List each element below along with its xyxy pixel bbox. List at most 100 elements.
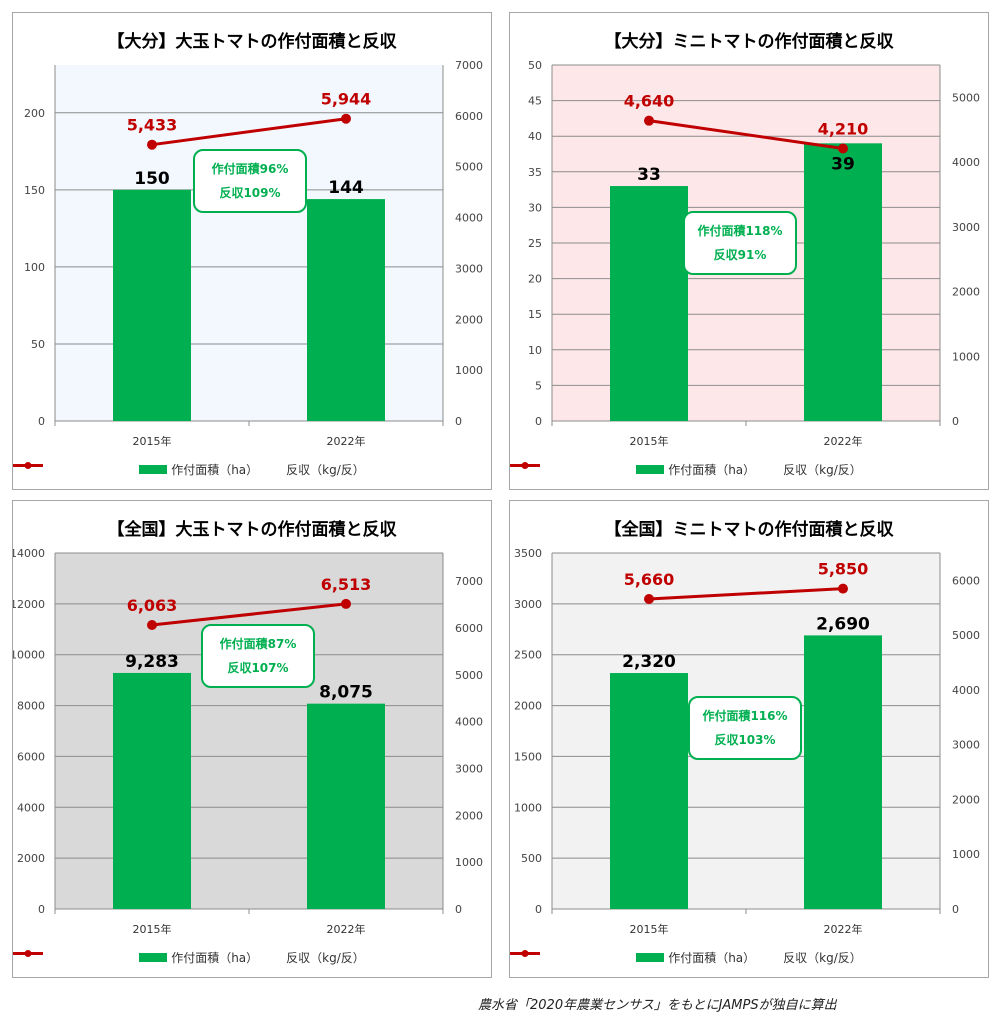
- x-tick-label: 2022年: [824, 434, 863, 448]
- y-left-tick-label: 1000: [514, 801, 542, 814]
- chart-panel-oita-mini-tomato: 【大分】ミニトマトの作付面積と反収 0 5 10 15 20 25 30 35 40 45 50 0 1…: [509, 12, 989, 490]
- yield-line: [151, 602, 347, 627]
- yield-data-label: 5,433: [127, 116, 178, 135]
- y-left-tick-label: 0: [38, 415, 45, 428]
- y-right-tick-label: 3000: [455, 762, 483, 775]
- legend-bar-label: 作付面積（ha）: [171, 463, 259, 477]
- legend-line-swatch: [510, 462, 540, 469]
- callout-area-ratio: 作付面積116%: [702, 709, 788, 723]
- y-right-tick-label: 5000: [455, 161, 483, 174]
- yield-data-label: 5,850: [818, 560, 869, 579]
- legend-bar-swatch: [139, 953, 168, 962]
- legend-bar-label: 作付面積（ha）: [668, 463, 756, 477]
- yield-data-label: 6,513: [321, 575, 372, 594]
- y-left-tick-label: 30: [528, 201, 542, 214]
- legend: 作付面積（ha） 反収（kg/反）: [13, 949, 491, 966]
- legend-bar-swatch: [139, 465, 168, 474]
- x-tick-label: 2015年: [133, 434, 172, 448]
- legend-item-yield: 反収（kg/反）: [510, 949, 862, 966]
- legend-item-area: 作付面積（ha）: [636, 461, 755, 478]
- source-note: 農水省「2020年農業センサス」をもとにJAMPSが独自に算出: [478, 998, 837, 1013]
- legend-bar-label: 作付面積（ha）: [171, 951, 259, 965]
- y-right-tick-label: 4000: [455, 716, 483, 729]
- y-left-tick-label: 20: [528, 273, 542, 286]
- callout-yield-ratio: 反収103%: [714, 733, 776, 747]
- y-right-tick-label: 7000: [455, 575, 483, 588]
- combo-chart: 0501001502000100020003000400050006000700…: [24, 59, 483, 448]
- y-left-tick-label: 25: [528, 237, 542, 250]
- y-right-tick-label: 0: [455, 903, 462, 916]
- y-right-tick-label: 7000: [455, 59, 483, 72]
- y-right-tick-label: 1000: [952, 848, 980, 861]
- y-right-tick-label: 4000: [455, 212, 483, 225]
- bar: [113, 189, 191, 421]
- y-right-tick-label: 5000: [455, 669, 483, 682]
- bar: [610, 673, 688, 909]
- yield-point: [838, 143, 848, 154]
- y-left-tick-label: 12000: [13, 598, 45, 611]
- bar-data-label: 150: [134, 169, 170, 189]
- x-tick-label: 2022年: [824, 922, 863, 936]
- y-left-tick-label: 1500: [514, 750, 542, 763]
- yield-line: [151, 117, 347, 147]
- bar-data-label: 33: [637, 165, 661, 185]
- chart-panel-national-large-tomato: 【全国】大玉トマトの作付面積と反収 0 2000 4000 6000 8000 10000…: [12, 500, 492, 978]
- chart-panel-national-mini-tomato: 【全国】ミニトマトの作付面積と反収 0 500 1000 1500 2000 2500 30…: [509, 500, 989, 978]
- legend-line-swatch: [13, 462, 43, 469]
- y-left-tick-label: 8000: [17, 700, 45, 713]
- yield-line: [648, 587, 844, 601]
- y-right-tick-label: 0: [952, 415, 959, 428]
- yield-point: [147, 139, 157, 150]
- yield-data-label: 4,210: [818, 119, 869, 138]
- y-left-tick-label: 50: [528, 59, 542, 72]
- bar-data-label: 144: [328, 178, 364, 198]
- y-left-tick-label: 2500: [514, 649, 542, 662]
- ratio-callout: 作付面積87% 反収107%: [201, 624, 315, 688]
- y-left-tick-label: 500: [521, 852, 542, 865]
- legend-bar-label: 作付面積（ha）: [668, 951, 756, 965]
- legend-line-swatch: [510, 950, 540, 957]
- combo-chart: 0 2000 4000 6000 8000 10000 12000 14000 0 1000 200…: [13, 547, 483, 936]
- y-left-tick-label: 4000: [17, 801, 45, 814]
- y-right-tick-label: 5000: [952, 629, 980, 642]
- y-right-tick-label: 0: [952, 903, 959, 916]
- legend: 作付面積（ha） 反収（kg/反）: [510, 461, 988, 478]
- y-right-tick-label: 1000: [455, 364, 483, 377]
- y-right-tick-label: 2000: [455, 313, 483, 326]
- y-left-tick-label: 2000: [17, 852, 45, 865]
- y-right-tick-label: 2000: [952, 286, 980, 299]
- y-left-tick-label: 35: [528, 166, 542, 179]
- y-left-tick-label: 0: [535, 415, 542, 428]
- callout-area-ratio: 作付面積87%: [219, 637, 297, 651]
- legend-item-yield: 反収（kg/反）: [13, 461, 365, 478]
- legend-line-label: 反収（kg/反）: [286, 951, 365, 965]
- y-right-tick-label: 3000: [455, 262, 483, 275]
- y-left-tick-label: 100: [24, 261, 45, 274]
- combo-chart: 0 500 1000 1500 2000 2500 3000 3500 0 1000 2000 300…: [514, 547, 980, 936]
- y-left-tick-label: 50: [31, 338, 45, 351]
- bar: [307, 199, 385, 421]
- y-right-tick-label: 2000: [455, 809, 483, 822]
- y-right-tick-label: 4000: [952, 156, 980, 169]
- bar-data-label: 8,075: [319, 683, 373, 703]
- legend-bar-swatch: [636, 953, 665, 962]
- y-left-tick-label: 10: [528, 344, 542, 357]
- y-left-tick-label: 0: [535, 903, 542, 916]
- legend-line-swatch: [13, 950, 43, 957]
- yield-data-label: 5,660: [624, 570, 675, 589]
- y-left-tick-label: 6000: [17, 750, 45, 763]
- bar-data-label: 2,320: [622, 652, 676, 672]
- y-right-tick-label: 1000: [952, 350, 980, 363]
- legend-bar-swatch: [636, 465, 665, 474]
- chart-title: 【全国】ミニトマトの作付面積と反収: [604, 520, 894, 540]
- y-right-tick-label: 0: [455, 415, 462, 428]
- legend-line-label: 反収（kg/反）: [783, 463, 862, 477]
- legend-item-yield: 反収（kg/反）: [510, 461, 862, 478]
- yield-data-label: 4,640: [624, 92, 675, 111]
- callout-area-ratio: 作付面積96%: [211, 162, 289, 176]
- yield-line: [648, 119, 844, 150]
- y-right-tick-label: 4000: [952, 684, 980, 697]
- bar-data-label: 2,690: [816, 614, 870, 634]
- chart-title: 【大分】大玉トマトの作付面積と反収: [107, 32, 397, 52]
- y-right-tick-label: 1000: [455, 856, 483, 869]
